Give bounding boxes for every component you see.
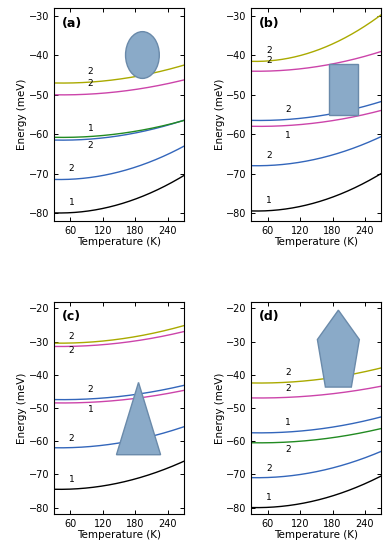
Y-axis label: Energy (meV): Energy (meV) — [215, 79, 225, 150]
Text: 2: 2 — [266, 464, 272, 472]
Text: 2: 2 — [69, 332, 74, 342]
Polygon shape — [317, 310, 360, 387]
Y-axis label: Energy (meV): Energy (meV) — [17, 372, 27, 444]
Text: 2: 2 — [266, 151, 272, 160]
Text: 2: 2 — [266, 46, 272, 55]
Text: 2: 2 — [285, 445, 291, 454]
Text: 1: 1 — [69, 475, 75, 484]
Text: 1: 1 — [266, 493, 272, 503]
Text: 1: 1 — [285, 130, 291, 140]
Text: (c): (c) — [62, 310, 81, 323]
Text: (a): (a) — [62, 16, 82, 30]
Text: 1: 1 — [285, 418, 291, 427]
Text: 2: 2 — [285, 383, 291, 393]
X-axis label: Temperature (K): Temperature (K) — [77, 237, 161, 247]
FancyBboxPatch shape — [329, 64, 358, 114]
Text: 2: 2 — [69, 346, 74, 355]
Text: 2: 2 — [266, 56, 272, 65]
Text: 2: 2 — [88, 385, 93, 394]
Polygon shape — [116, 382, 161, 455]
Text: 2: 2 — [88, 79, 93, 89]
Text: 2: 2 — [88, 141, 93, 151]
Text: 2: 2 — [69, 434, 74, 443]
Text: 1: 1 — [88, 124, 93, 134]
Text: (d): (d) — [259, 310, 280, 323]
Y-axis label: Energy (meV): Energy (meV) — [215, 372, 225, 444]
Text: 2: 2 — [88, 68, 93, 76]
Ellipse shape — [125, 32, 159, 79]
X-axis label: Temperature (K): Temperature (K) — [77, 531, 161, 541]
Text: 2: 2 — [69, 164, 74, 173]
Text: 2: 2 — [285, 368, 291, 377]
X-axis label: Temperature (K): Temperature (K) — [274, 531, 358, 541]
Y-axis label: Energy (meV): Energy (meV) — [17, 79, 27, 150]
Text: 1: 1 — [88, 405, 93, 414]
X-axis label: Temperature (K): Temperature (K) — [274, 237, 358, 247]
Text: 1: 1 — [266, 196, 272, 205]
Text: (b): (b) — [259, 16, 280, 30]
Text: 2: 2 — [285, 105, 291, 114]
Text: 1: 1 — [69, 198, 75, 207]
